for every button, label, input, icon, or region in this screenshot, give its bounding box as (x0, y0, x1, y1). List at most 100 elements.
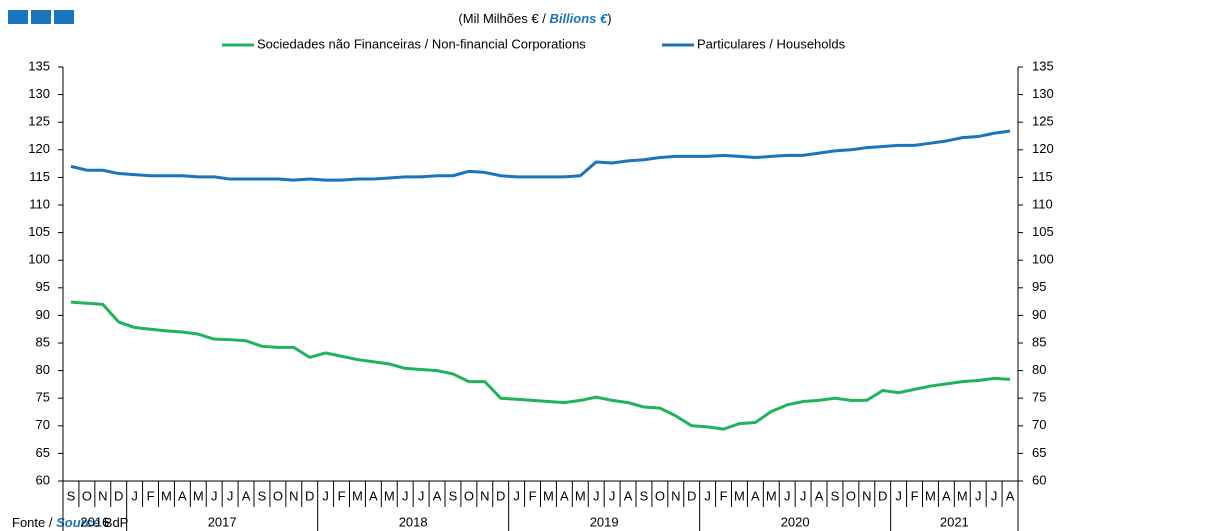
y-tick-label: 125 (28, 114, 50, 129)
y2-tick-label: 80 (1032, 362, 1046, 377)
x-tick-label: O (655, 488, 665, 503)
x-tick-label: J (211, 488, 218, 503)
y2-tick-label: 130 (1032, 86, 1054, 101)
x-tick-label: F (338, 488, 346, 503)
y-tick-label: 130 (28, 86, 50, 101)
x-tick-label: J (991, 488, 998, 503)
x-tick-label: J (131, 488, 138, 503)
x-tick-label: S (640, 488, 649, 503)
x-tick-label: M (384, 488, 395, 503)
legend-label: Particulares / Households (697, 36, 846, 51)
y-tick-label: 95 (36, 279, 50, 294)
y2-tick-label: 60 (1032, 472, 1046, 487)
year-label: 2018 (399, 514, 428, 529)
x-tick-label: D (878, 488, 887, 503)
y-tick-label: 85 (36, 334, 50, 349)
x-tick-label: A (178, 488, 187, 503)
x-tick-label: S (831, 488, 840, 503)
x-tick-label: J (784, 488, 791, 503)
x-tick-label: J (322, 488, 329, 503)
x-tick-label: F (911, 488, 919, 503)
x-tick-label: M (193, 488, 204, 503)
x-tick-label: J (593, 488, 600, 503)
x-tick-label: A (751, 488, 760, 503)
logo (31, 10, 51, 24)
x-tick-label: O (464, 488, 474, 503)
x-tick-label: J (227, 488, 234, 503)
y2-tick-label: 105 (1032, 224, 1054, 239)
logo (54, 10, 74, 24)
y-tick-label: 105 (28, 224, 50, 239)
x-tick-label: J (800, 488, 807, 503)
y-tick-label: 110 (29, 196, 50, 211)
x-tick-label: M (352, 488, 363, 503)
y2-tick-label: 95 (1032, 279, 1046, 294)
x-tick-label: M (925, 488, 936, 503)
x-tick-label: O (82, 488, 92, 503)
y-tick-label: 65 (36, 445, 50, 460)
source-part: Source (56, 515, 100, 530)
source-part: BdP (100, 515, 128, 530)
y-tick-label: 80 (36, 362, 50, 377)
x-tick-label: M (575, 488, 586, 503)
series-line (70, 300, 1011, 431)
y2-tick-label: 120 (1032, 141, 1054, 156)
y-tick-label: 90 (36, 307, 50, 322)
legend-label: Sociedades não Financeiras / Non-financi… (257, 36, 586, 51)
logo (8, 10, 28, 24)
x-tick-label: D (114, 488, 123, 503)
x-tick-label: J (513, 488, 520, 503)
x-tick-label: J (704, 488, 711, 503)
y2-tick-label: 75 (1032, 390, 1046, 405)
y-tick-label: 70 (36, 417, 50, 432)
y-tick-label: 100 (28, 252, 50, 267)
x-tick-label: O (846, 488, 856, 503)
x-tick-label: N (862, 488, 871, 503)
x-tick-label: M (957, 488, 968, 503)
x-tick-label: M (161, 488, 172, 503)
x-tick-label: M (543, 488, 554, 503)
x-tick-label: S (449, 488, 458, 503)
x-tick-label: J (975, 488, 982, 503)
x-tick-label: N (671, 488, 680, 503)
y2-tick-label: 85 (1032, 334, 1046, 349)
x-tick-label: M (734, 488, 745, 503)
y2-tick-label: 65 (1032, 445, 1046, 460)
x-tick-label: J (895, 488, 902, 503)
x-tick-label: D (305, 488, 314, 503)
x-tick-label: N (289, 488, 298, 503)
x-tick-label: A (815, 488, 824, 503)
x-tick-label: D (496, 488, 505, 503)
x-tick-label: N (480, 488, 489, 503)
subtitle-part: Billions € (549, 11, 608, 26)
series-line (70, 129, 1011, 182)
x-tick-label: M (766, 488, 777, 503)
y2-tick-label: 115 (1032, 169, 1053, 184)
x-tick-label: A (242, 488, 251, 503)
y2-tick-label: 125 (1032, 114, 1054, 129)
y-tick-label: 75 (36, 390, 50, 405)
x-tick-label: F (147, 488, 155, 503)
x-tick-label: J (418, 488, 425, 503)
subtitle-part: ) (607, 11, 611, 26)
year-label: 2017 (208, 514, 237, 529)
x-tick-label: S (67, 488, 76, 503)
year-label: 2016 (80, 514, 109, 529)
x-tick-label: N (98, 488, 107, 503)
x-tick-label: A (1006, 488, 1015, 503)
x-tick-label: J (402, 488, 409, 503)
y-tick-label: 115 (29, 169, 50, 184)
source: Fonte / Source BdP (12, 515, 128, 530)
x-tick-label: A (560, 488, 569, 503)
y2-tick-label: 90 (1032, 307, 1046, 322)
x-tick-label: A (433, 488, 442, 503)
source-part: Fonte / (12, 515, 56, 530)
x-tick-label: A (369, 488, 378, 503)
y-tick-label: 120 (28, 141, 50, 156)
y2-tick-label: 110 (1032, 196, 1053, 211)
x-tick-label: F (720, 488, 728, 503)
x-tick-label: A (624, 488, 633, 503)
year-label: 2019 (590, 514, 619, 529)
x-tick-label: A (942, 488, 951, 503)
